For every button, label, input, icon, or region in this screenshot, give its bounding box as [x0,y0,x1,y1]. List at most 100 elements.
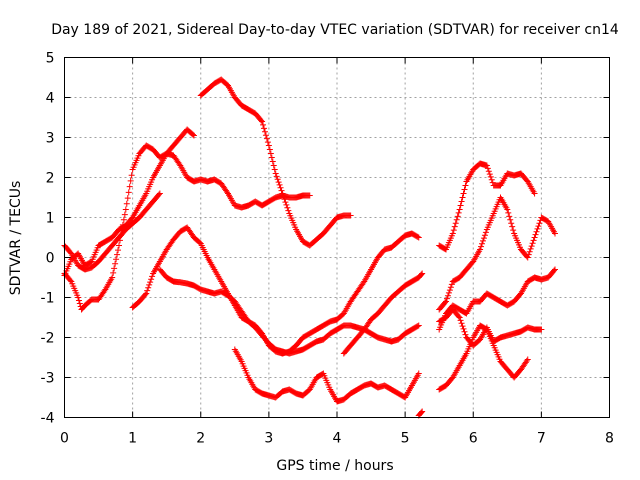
data-point [449,230,456,237]
data-point [480,235,487,242]
data-point [461,186,468,193]
data-point [509,223,516,230]
x-tick-label: 5 [401,431,410,447]
data-point [114,251,121,258]
data-point [507,216,514,223]
y-tick-label: 5 [46,51,55,67]
data-point [552,230,558,237]
data-point [269,158,276,165]
data-point [524,356,531,363]
data-point [189,131,196,138]
data-point [526,248,533,255]
data-point [531,190,538,197]
data-point [276,181,283,188]
data-point [128,172,135,179]
data-point [485,168,492,175]
data-point [459,194,466,201]
data-point [156,190,163,197]
data-point [414,233,421,240]
data-point [67,277,74,284]
data-point [551,267,558,274]
series-3 [197,76,354,249]
x-tick-label: 2 [196,431,205,447]
data-point [414,323,421,330]
data-point [456,206,463,213]
data-point [419,270,426,277]
data-point [273,173,280,180]
series-8 [340,270,426,357]
data-point [488,176,495,183]
data-point [284,204,291,211]
data-point [282,199,289,206]
data-point [447,284,454,291]
x-tick-label: 7 [537,431,546,447]
data-point [552,266,558,273]
data-point [283,201,290,208]
data-point [111,265,118,272]
data-point [508,220,515,227]
series-7 [231,346,422,405]
data-point [455,209,462,216]
data-point [459,323,466,330]
data-point [125,189,132,196]
data-point [415,234,422,241]
y-tick-label: 2 [46,171,55,187]
x-tick-label: 0 [60,431,69,447]
data-point [270,162,277,169]
data-point [109,274,116,281]
data-point [524,254,531,261]
y-tick-label: 0 [46,251,55,267]
series-14 [436,306,545,349]
series-10 [436,160,538,253]
data-point [147,279,154,286]
data-point [110,269,117,276]
data-point [462,182,469,189]
data-point [265,142,272,149]
data-point [482,229,489,236]
data-point [487,173,494,180]
data-point [145,284,152,291]
data-point [479,237,486,244]
data-point [528,243,535,250]
y-tick-label: 4 [46,91,55,107]
data-point [529,240,536,247]
y-tick-label: -2 [41,331,55,347]
data-point [75,297,82,304]
data-point [455,313,462,320]
data-point [271,166,278,173]
data-point [478,243,485,250]
data-point [278,187,285,194]
data-point [458,198,465,205]
data-point [458,320,465,327]
data-point [527,245,534,252]
data-point [261,128,268,135]
data-point [486,171,493,178]
data-point [460,325,467,332]
data-point [445,289,452,296]
data-point [149,273,156,280]
x-tick-label: 1 [128,431,137,447]
data-point [261,125,268,132]
x-tick-label: 6 [469,431,478,447]
data-point [224,189,231,196]
data-point [262,132,269,139]
data-point [274,176,281,183]
x-tick-label: 3 [264,431,273,447]
data-point [142,291,149,298]
data-point [446,287,453,294]
data-point [347,212,354,219]
data-point [144,287,151,294]
data-point [454,213,461,220]
data-point [76,300,83,307]
data-point [259,118,266,125]
data-point [452,220,459,227]
data-point [419,408,426,415]
data-point [461,328,468,335]
data-point [453,216,460,223]
data-point [448,281,455,288]
series-1 [61,142,313,313]
data-point [126,183,133,190]
y-tick-label: -1 [41,291,55,307]
data-point [148,276,155,283]
data-point [146,281,153,288]
